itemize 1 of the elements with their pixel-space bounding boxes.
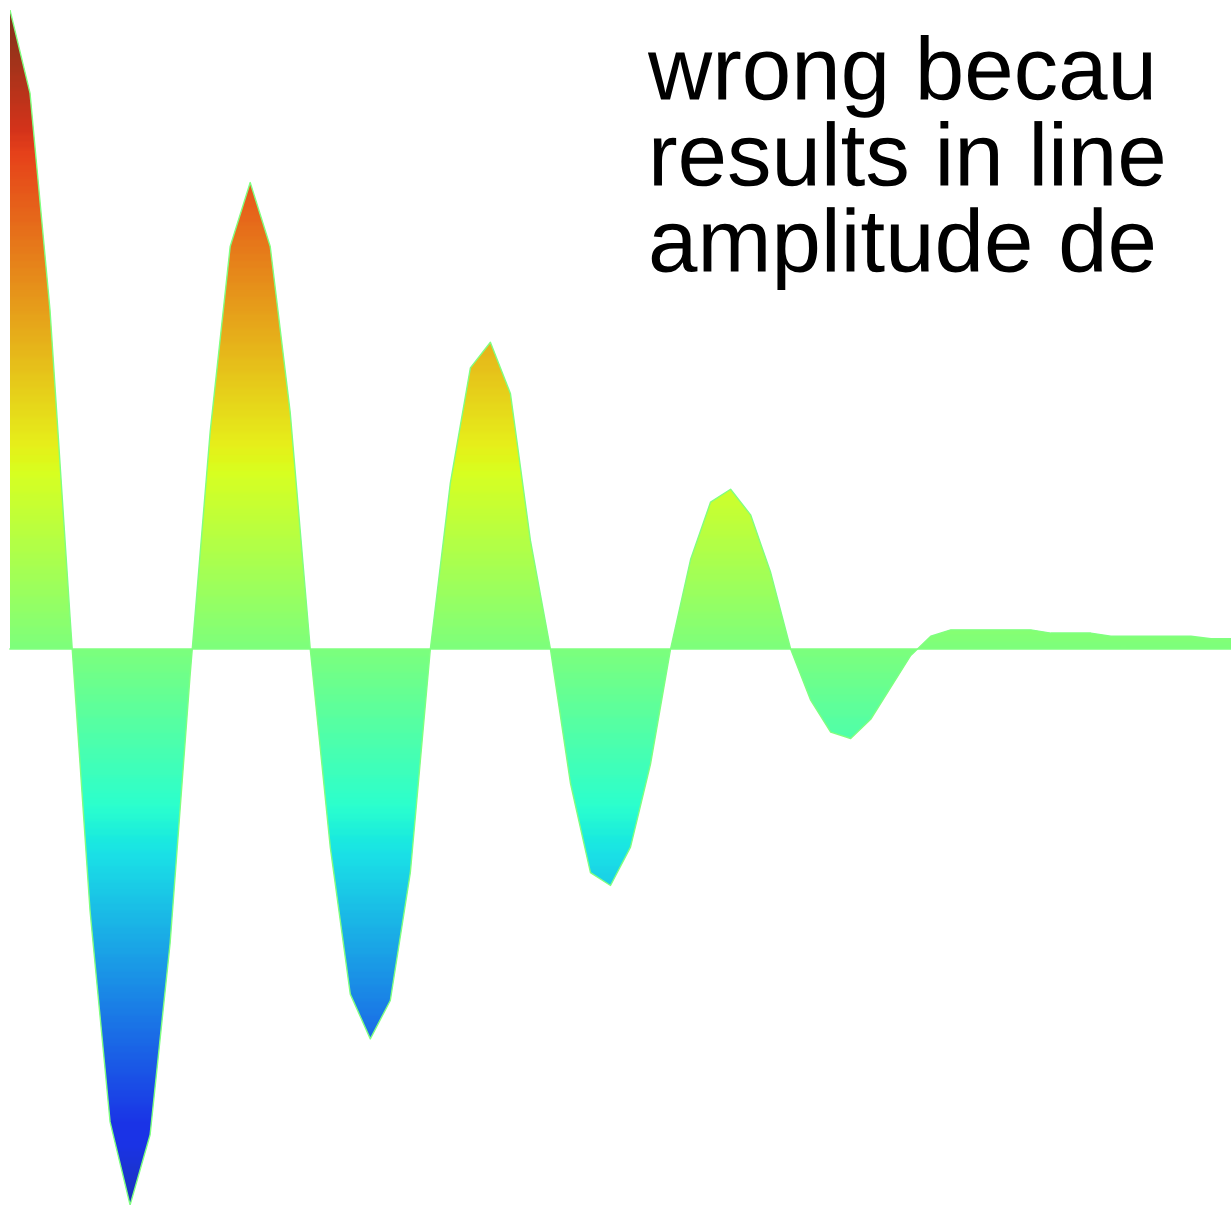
annotation: wrong becau results in line amplitude de [647,35,1163,291]
